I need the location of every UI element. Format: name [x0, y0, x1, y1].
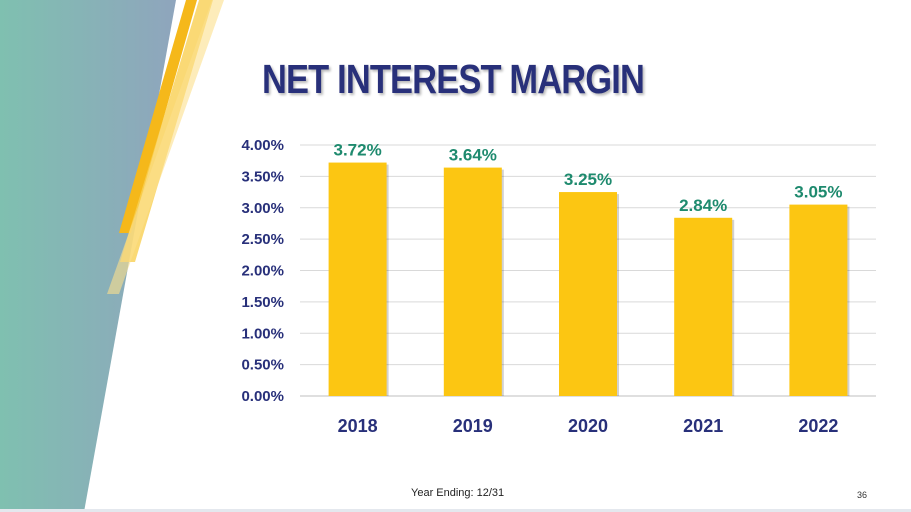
bar	[328, 162, 387, 396]
gold-stripe-pale	[107, 0, 224, 294]
bar	[443, 167, 502, 396]
bottom-strip	[0, 509, 911, 512]
y-tick-label: 1.00%	[241, 325, 284, 342]
bar	[674, 217, 733, 396]
y-tick-label: 0.50%	[241, 357, 284, 374]
y-tick-label: 0.00%	[241, 388, 284, 405]
gold-stripe	[119, 0, 197, 233]
x-tick-label: 2019	[453, 416, 493, 436]
data-label: 3.05%	[794, 183, 842, 202]
y-tick-label: 3.00%	[241, 200, 284, 217]
bar	[789, 204, 848, 396]
data-label: 3.25%	[564, 170, 612, 189]
x-tick-label: 2020	[568, 416, 608, 436]
data-label: 3.64%	[449, 146, 497, 165]
y-tick-label: 4.00%	[241, 137, 284, 154]
data-label: 3.72%	[333, 141, 381, 160]
footer-note: Year Ending: 12/31	[411, 487, 505, 499]
y-tick-label: 1.50%	[241, 294, 284, 311]
data-label: 2.84%	[679, 196, 727, 215]
y-tick-label: 2.00%	[241, 263, 284, 280]
x-tick-label: 2018	[338, 416, 378, 436]
y-tick-label: 2.50%	[241, 231, 284, 248]
bar	[559, 192, 617, 396]
teal-side-panel	[0, 0, 176, 512]
x-tick-label: 2022	[798, 416, 838, 436]
page-number: 36	[857, 490, 868, 500]
y-tick-label: 3.50%	[241, 168, 284, 185]
x-tick-label: 2021	[683, 416, 723, 436]
slide-title: NET INTEREST MARGIN	[262, 56, 645, 102]
